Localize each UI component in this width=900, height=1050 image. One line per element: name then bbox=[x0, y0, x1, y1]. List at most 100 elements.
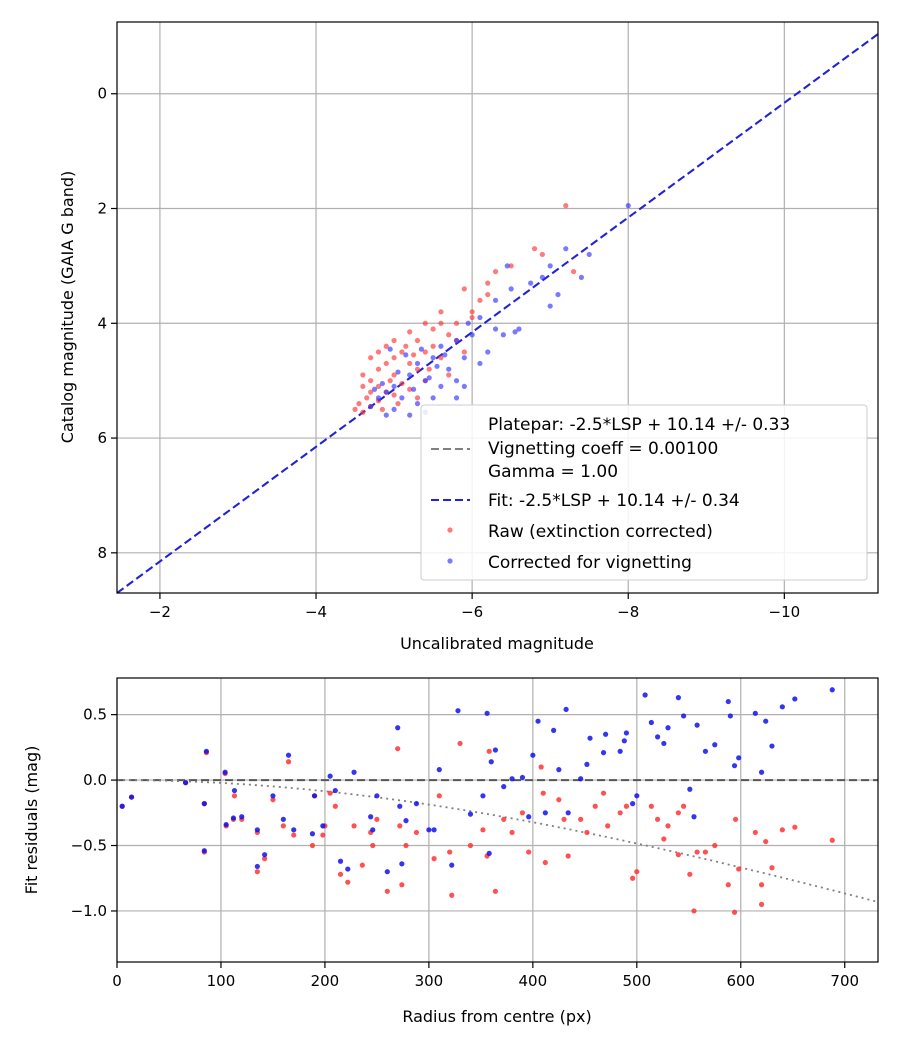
bot-series1-point bbox=[262, 852, 268, 858]
bot-series1-point bbox=[480, 793, 486, 799]
bot-series0-point bbox=[320, 832, 326, 838]
top-series0-point bbox=[383, 343, 389, 349]
top-series1-point bbox=[391, 383, 397, 390]
bot-series0-point bbox=[661, 836, 667, 842]
bot-series1-point bbox=[223, 821, 229, 828]
top-series0-point bbox=[360, 383, 366, 390]
top-series0-point bbox=[438, 355, 444, 361]
top-series0-point bbox=[446, 372, 452, 378]
top-series1-point bbox=[453, 378, 460, 384]
top-series0-point bbox=[422, 349, 428, 355]
bot-series1-point bbox=[309, 831, 316, 837]
bot-series1-point bbox=[648, 719, 654, 726]
top-series1-point bbox=[418, 346, 424, 352]
bot-series0-point bbox=[526, 849, 532, 855]
bot-series1-point bbox=[337, 858, 344, 864]
bot-series1-point bbox=[655, 734, 661, 740]
bot-y-tick-label: −1.0 bbox=[71, 902, 107, 920]
bot-series1-point bbox=[694, 722, 700, 728]
bot-series1-point bbox=[254, 827, 260, 833]
top-series0-point bbox=[391, 372, 397, 378]
top-series0-point bbox=[391, 337, 397, 344]
top-series1-point bbox=[438, 383, 444, 390]
bot-series0-point bbox=[486, 748, 492, 754]
bot-series0-point bbox=[623, 803, 630, 809]
top-series0-point bbox=[453, 320, 460, 326]
bot-series1-point bbox=[201, 848, 207, 854]
bot-series1-point bbox=[680, 713, 687, 719]
bot-series1-point bbox=[449, 862, 455, 868]
bot-series0-point bbox=[540, 790, 546, 796]
bot-series0-point bbox=[370, 842, 376, 849]
bot-series1-point bbox=[285, 752, 292, 758]
bot-series0-point bbox=[556, 797, 562, 803]
bot-series0-point bbox=[374, 816, 380, 822]
top-series1-point bbox=[512, 329, 518, 335]
top-series1-point bbox=[399, 395, 405, 401]
bot-series0-point bbox=[345, 879, 351, 885]
bot-series1-point bbox=[617, 748, 623, 754]
top-series0-point bbox=[375, 366, 382, 372]
bot-series0-point bbox=[736, 866, 742, 872]
bot-series0-point bbox=[351, 823, 357, 829]
top-fit-line bbox=[116, 33, 879, 594]
bot-series1-point bbox=[623, 730, 630, 736]
top-series0-point bbox=[485, 280, 491, 286]
bot-series0-point bbox=[480, 827, 486, 833]
top-series1-point bbox=[485, 349, 491, 355]
bot-series0-point bbox=[769, 865, 775, 871]
bot-series0-point bbox=[436, 793, 442, 799]
bot-series1-point bbox=[413, 801, 420, 807]
bot-series0-point bbox=[731, 909, 738, 915]
top-series0-point bbox=[410, 352, 417, 358]
top-series1-point bbox=[407, 372, 413, 378]
top-series0-point bbox=[469, 309, 475, 315]
top-series0-point bbox=[438, 320, 444, 326]
bot-y-tick-label: 0.0 bbox=[83, 771, 107, 789]
bot-series1-point bbox=[587, 735, 593, 741]
top-series1-point bbox=[407, 412, 413, 418]
top-series1-point bbox=[395, 369, 401, 375]
bot-series1-point bbox=[584, 761, 590, 767]
bot-series0-point bbox=[457, 740, 463, 747]
bot-series1-point bbox=[829, 687, 835, 693]
top-series1-point bbox=[469, 332, 475, 338]
bot-y-tick-label: 0.5 bbox=[83, 706, 107, 724]
top-series1-point bbox=[391, 406, 397, 412]
top-series0-point bbox=[446, 332, 452, 338]
bot-series0-point bbox=[634, 869, 640, 875]
top-series1-point bbox=[500, 332, 506, 338]
top-x-tick-label: −10 bbox=[769, 603, 801, 621]
bot-series1-point bbox=[519, 774, 526, 781]
top-y-tick-label: 0 bbox=[97, 85, 107, 103]
bot-series0-point bbox=[270, 797, 276, 803]
bot-series0-point bbox=[648, 803, 654, 809]
bot-series1-point bbox=[535, 718, 541, 724]
top-legend: Platepar: -2.5*LSP + 10.14 +/- 0.33 Vign… bbox=[420, 404, 868, 581]
bot-series0-point bbox=[449, 892, 455, 898]
bot-series1-point bbox=[183, 780, 189, 786]
top-series1-point bbox=[555, 291, 561, 298]
top-series1-point bbox=[539, 274, 545, 280]
bot-series1-point bbox=[345, 866, 351, 872]
top-series0-point bbox=[461, 286, 467, 292]
bot-series1-point bbox=[530, 752, 536, 758]
bot-series0-point bbox=[337, 871, 344, 877]
bot-series1-point bbox=[736, 755, 742, 761]
bot-series1-point bbox=[332, 787, 338, 794]
bottom-lines bbox=[117, 779, 879, 903]
top-series1-point bbox=[442, 352, 448, 358]
bot-series0-point bbox=[467, 842, 474, 849]
bot-series1-point bbox=[370, 827, 376, 833]
top-y-axis-label: Catalog magnitude (GAIA G band) bbox=[58, 171, 77, 443]
bot-x-tick-label: 600 bbox=[726, 972, 755, 990]
top-series0-point bbox=[360, 409, 366, 415]
bot-series0-point bbox=[691, 908, 697, 914]
bottom-ticks: 0 100 200 300 400 500 600 700 0.5 0.0 −0.5 −1.0 bbox=[71, 706, 859, 990]
top-series0-point bbox=[407, 360, 413, 367]
bot-series1-point bbox=[311, 793, 318, 799]
top-series1-point bbox=[375, 395, 382, 401]
top-series0-point bbox=[430, 343, 436, 349]
bot-series1-point bbox=[368, 814, 374, 820]
top-series1-point bbox=[461, 383, 467, 390]
